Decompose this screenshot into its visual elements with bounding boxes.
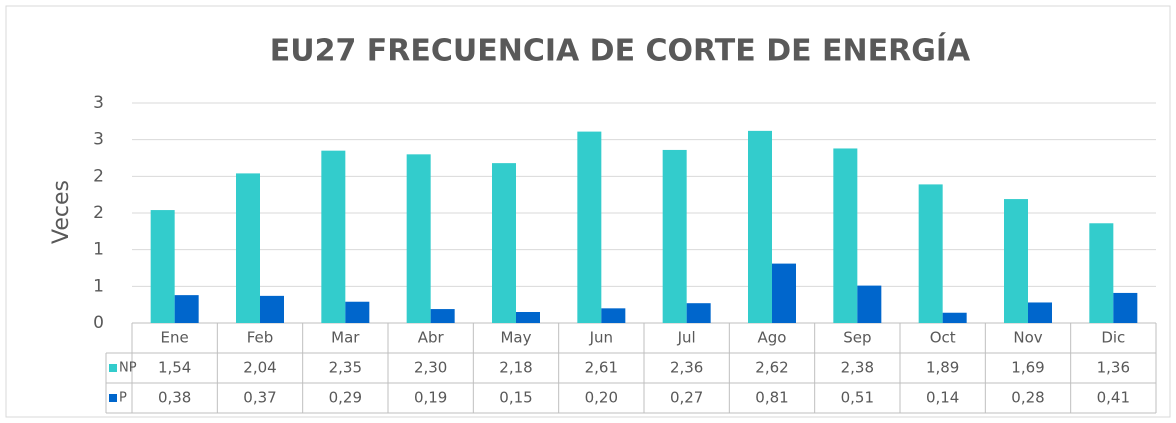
table-value: 2,36 [670, 359, 703, 377]
table-value: 2,18 [499, 359, 532, 377]
x-tick-label: Dic [1101, 329, 1125, 347]
bar [406, 154, 431, 323]
table-value: 0,38 [158, 389, 191, 407]
bar [662, 149, 687, 323]
bar [1113, 292, 1138, 323]
bar [321, 150, 346, 323]
bar [174, 295, 199, 323]
x-tick-label: Ene [161, 329, 189, 347]
bar [686, 303, 711, 323]
x-tick-label: Sep [843, 329, 871, 347]
table-value: 2,62 [755, 359, 788, 377]
table-value: 0,37 [243, 389, 276, 407]
bar [601, 308, 626, 323]
table-value: 0,27 [670, 389, 703, 407]
bar [942, 312, 967, 323]
x-tick-label: May [500, 329, 531, 347]
bar [492, 163, 516, 323]
y-axis-label: Veces [49, 180, 74, 244]
table-value: 0,19 [414, 389, 447, 407]
legend-label: NP [119, 361, 137, 376]
table-value: 0,81 [755, 389, 788, 407]
bar [430, 309, 455, 323]
y-tick-label: 0 [93, 313, 104, 333]
y-tick-label: 3 [93, 130, 104, 150]
x-tick-label: Mar [331, 329, 360, 347]
bar [260, 295, 284, 323]
x-tick-label: Jun [589, 329, 613, 347]
y-tick-label: 1 [93, 240, 104, 260]
bar [236, 173, 260, 323]
table-value: 1,36 [1097, 359, 1130, 377]
table-value: 2,04 [243, 359, 276, 377]
y-tick-label: 1 [93, 276, 104, 296]
table-value: 1,69 [1011, 359, 1044, 377]
x-tick-label: Feb [247, 329, 274, 347]
bar [833, 148, 858, 323]
table-value: 0,15 [499, 389, 532, 407]
table-value: 0,41 [1097, 389, 1130, 407]
bar [577, 131, 602, 323]
y-tick-label: 2 [93, 166, 104, 186]
legend-label: P [119, 391, 127, 406]
table-value: 2,38 [841, 359, 874, 377]
table-value: 0,20 [585, 389, 618, 407]
x-tick-label: Nov [1013, 329, 1042, 347]
bar [772, 263, 796, 323]
bar [857, 285, 882, 323]
chart-title: EU27 FRECUENCIA DE CORTE DE ENERGÍA [270, 33, 971, 69]
x-tick-label: Oct [930, 329, 956, 347]
y-tick-label: 3 [93, 93, 104, 113]
table-value: 2,35 [329, 359, 362, 377]
bar [345, 301, 370, 323]
table-value: 1,54 [158, 359, 191, 377]
x-tick-label: Abr [418, 329, 445, 347]
bar [1028, 302, 1052, 323]
bar [748, 130, 772, 323]
table-value: 0,29 [329, 389, 362, 407]
legend-key [109, 364, 117, 372]
bar [1089, 223, 1114, 323]
bar [918, 184, 943, 323]
table-value: 0,14 [926, 389, 959, 407]
y-tick-label: 2 [93, 203, 104, 223]
table-value: 0,28 [1011, 389, 1044, 407]
table-value: 0,51 [841, 389, 874, 407]
x-tick-label: Ago [758, 329, 787, 347]
table-value: 1,89 [926, 359, 959, 377]
bar [516, 312, 540, 323]
table-value: 2,61 [585, 359, 618, 377]
legend-key [109, 394, 117, 402]
bar [150, 210, 175, 323]
x-tick-label: Jul [677, 329, 696, 347]
bar [1004, 199, 1028, 323]
table-value: 2,30 [414, 359, 447, 377]
